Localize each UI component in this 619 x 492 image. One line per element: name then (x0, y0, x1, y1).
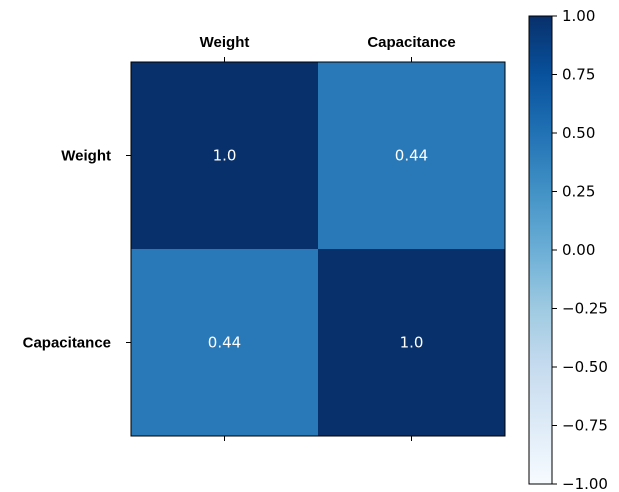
cell-value-label-1-1: 1.0 (400, 334, 424, 352)
heatmap-cell-1-1 (318, 249, 505, 436)
y-tick-label-1: Capacitance (23, 335, 111, 352)
cell-value-label-0-1: 0.44 (395, 147, 428, 165)
x-tick-label-0: Weight (200, 34, 250, 51)
colorbar-tick-label-8: −1.00 (562, 475, 608, 492)
y-tick-label-0: Weight (61, 148, 111, 165)
heatmap-cells: 1.0 0.44 0.44 1.0 (130, 61, 506, 437)
colorbar-tick-label-6: −0.50 (562, 358, 608, 376)
heatmap-frame (130, 61, 506, 437)
heatmap-cell-1-0 (131, 249, 318, 436)
heatmap-axes: Weight Capacitance Weight Capacitance (23, 34, 456, 441)
colorbar-tick-label-1: 0.75 (562, 66, 595, 84)
colorbar-tick-label-3: 0.25 (562, 183, 595, 201)
colorbar-gradient (528, 15, 553, 485)
colorbar-tick-label-2: 0.50 (562, 124, 595, 142)
colorbar-tick-label-0: 1.00 (562, 7, 595, 25)
x-tick-label-1: Capacitance (367, 34, 455, 51)
heatmap-cell-0-1 (318, 62, 505, 249)
colorbar-tick-label-5: −0.25 (562, 300, 608, 318)
colorbar-tick-label-4: 0.00 (562, 241, 595, 259)
colorbar-tick-label-7: −0.75 (562, 417, 608, 435)
cell-value-label-0-0: 1.0 (213, 147, 237, 165)
heatmap-cell-0-0 (131, 62, 318, 249)
cell-value-label-1-0: 0.44 (208, 334, 241, 352)
colorbar: 1.00 0.75 0.50 0.25 0.00 −0.25 −0.50 −0.75 −1.00 (528, 7, 608, 492)
